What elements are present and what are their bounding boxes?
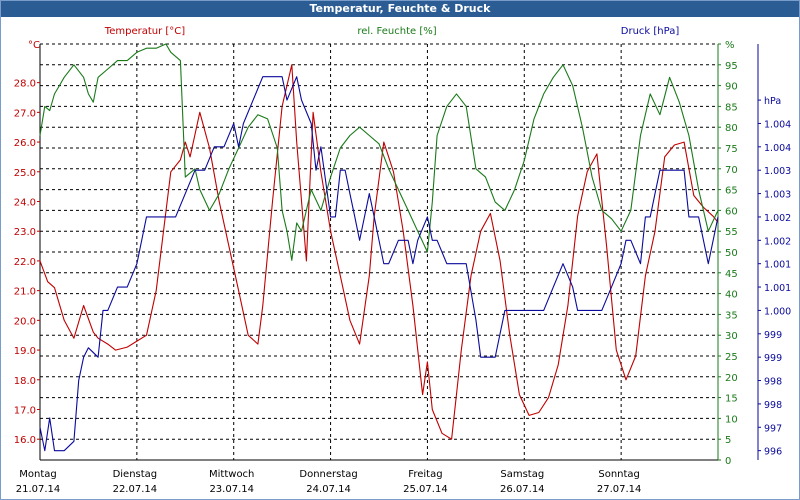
- pressure-tick-label: 997: [764, 423, 782, 434]
- day-label: Freitag: [408, 469, 442, 480]
- temperature-tick-label: 18.0: [14, 376, 36, 387]
- humidity-tick-label: 10: [725, 414, 738, 425]
- humidity-tick-label: 25: [725, 352, 738, 363]
- pressure-tick-label: 1.004: [764, 143, 791, 154]
- day-label: Dienstag: [113, 469, 158, 480]
- humidity-tick-label: 5: [725, 435, 731, 446]
- humidity-tick-label: 50: [725, 248, 738, 259]
- humidity-tick-label: 30: [725, 331, 738, 342]
- date-label: 24.07.14: [306, 484, 351, 495]
- temperature-tick-label: 25.0: [14, 168, 36, 179]
- day-label: Mittwoch: [209, 469, 254, 480]
- humidity-tick-label: 35: [725, 310, 738, 321]
- date-label: 26.07.14: [500, 484, 545, 495]
- temperature-tick-label: 28.0: [14, 79, 36, 90]
- temperature-tick-label: 19.0: [14, 346, 36, 357]
- humidity-tick-label: 85: [725, 102, 738, 113]
- day-label: Montag: [19, 469, 56, 480]
- temperature-tick-label: 16.0: [14, 435, 36, 446]
- window-title: Temperatur, Feuchte & Druck: [1, 1, 799, 17]
- temperature-tick-label: 23.0: [14, 227, 36, 238]
- temperature-tick-label: 27.0: [14, 108, 36, 119]
- pressure-tick-label: 1.003: [764, 166, 791, 177]
- pressure-tick-label: 1.000: [764, 306, 791, 317]
- pressure-tick-label: 996: [764, 447, 782, 458]
- humidity-tick-label: 20: [725, 373, 738, 384]
- pressure-tick-label: 1.001: [764, 283, 791, 294]
- temperature-axis-title: Temperatur [°C]: [104, 26, 185, 37]
- date-label: 25.07.14: [403, 484, 448, 495]
- humidity-tick-label: 60: [725, 206, 738, 217]
- temperature-tick-label: 22.0: [14, 257, 36, 268]
- date-label: 27.07.14: [597, 484, 642, 495]
- pressure-tick-label: 998: [764, 400, 782, 411]
- pressure-series-line: [39, 76, 719, 452]
- pressure-tick-label: 999: [764, 353, 782, 364]
- temperature-tick-label: 21.0: [14, 287, 36, 298]
- humidity-tick-label: 75: [725, 144, 738, 155]
- date-label: 22.07.14: [113, 484, 158, 495]
- temperature-series-line: [39, 64, 719, 440]
- series-group: [39, 43, 719, 452]
- pressure-tick-label: hPa: [764, 96, 781, 107]
- temperature-tick-label: 26.0: [14, 138, 36, 149]
- temperature-tick-label: 24.0: [14, 197, 36, 208]
- humidity-axis-title: rel. Feuchte [%]: [357, 26, 436, 37]
- temperature-unit-label: °C: [28, 40, 40, 51]
- humidity-tick-label: 45: [725, 269, 738, 280]
- date-label: 21.07.14: [16, 484, 61, 495]
- pressure-tick-label: 1.004: [764, 119, 791, 130]
- day-label: Sonntag: [598, 469, 640, 480]
- humidity-tick-label: 90: [725, 82, 738, 93]
- axes: 16.0 17.0 18.0 19.0 20.0 21.0 22.0 23.0 24.0 25.0…: [14, 40, 791, 495]
- date-label: 23.07.14: [209, 484, 254, 495]
- pressure-tick-label: 1.002: [764, 236, 791, 247]
- temperature-tick-label: 17.0: [14, 405, 36, 416]
- day-label: Donnerstag: [299, 469, 357, 480]
- pressure-tick-label: 1.002: [764, 213, 791, 224]
- humidity-tick-label: 95: [725, 61, 738, 72]
- humidity-tick-label: %: [725, 40, 735, 51]
- axis-labels: Temperatur [°C] rel. Feuchte [%] Druck […: [28, 26, 679, 51]
- humidity-tick-label: 55: [725, 227, 738, 238]
- pressure-tick-label: 1.003: [764, 190, 791, 201]
- pressure-tick-label: 999: [764, 330, 782, 341]
- grid: [40, 43, 718, 460]
- humidity-tick-label: 40: [725, 290, 738, 301]
- humidity-tick-label: 80: [725, 123, 738, 134]
- humidity-series-line: [39, 43, 719, 261]
- pressure-tick-label: 998: [764, 377, 782, 388]
- pressure-tick-label: 1.001: [764, 260, 791, 271]
- humidity-tick-label: 65: [725, 186, 738, 197]
- day-label: Samstag: [500, 469, 544, 480]
- humidity-tick-label: 15: [725, 394, 738, 405]
- pressure-axis-title: Druck [hPa]: [621, 26, 680, 37]
- humidity-tick-label: 0: [725, 456, 731, 467]
- humidity-tick-label: 70: [725, 165, 738, 176]
- temperature-tick-label: 20.0: [14, 316, 36, 327]
